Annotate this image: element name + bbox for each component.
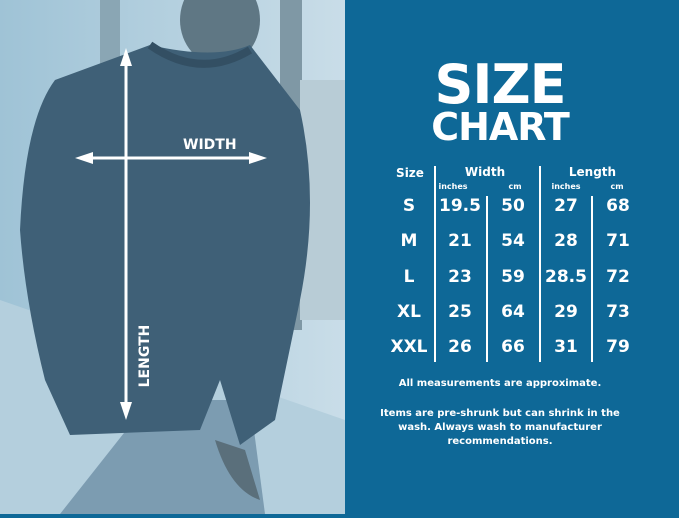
width-header: Width — [464, 165, 506, 179]
size-chart-panel: SIZE CHART Size Width Length inches cm i… — [345, 0, 679, 514]
measurement-cell: 54 — [501, 231, 525, 252]
width-label: WIDTH — [183, 137, 237, 153]
measurement-cell: 59 — [501, 266, 525, 287]
size-cell: L — [403, 266, 415, 287]
unit-label: inches — [438, 182, 468, 191]
measurement-cell: 68 — [606, 196, 630, 216]
size-cell: M — [400, 231, 418, 252]
size-cell: XXL — [390, 337, 428, 358]
note-shrink: Items are pre-shrunk but can shrink in t… — [380, 408, 620, 447]
measurement-cell: 72 — [606, 266, 630, 287]
sweatshirt-image — [0, 0, 345, 514]
measurement-cell: 64 — [501, 301, 525, 322]
unit-label: cm — [610, 182, 624, 191]
title-chart: CHART — [431, 105, 570, 149]
title-size: SIZE — [434, 53, 566, 116]
measurement-cell: 23 — [448, 266, 472, 287]
arrow-up-icon — [120, 48, 132, 66]
length-header: Length — [568, 165, 617, 179]
measurement-cell: 28 — [554, 231, 578, 252]
unit-label: cm — [508, 182, 522, 191]
divider — [434, 166, 436, 362]
measurement-cell: 19.5 — [439, 196, 481, 216]
divider — [486, 196, 488, 362]
divider — [539, 166, 541, 362]
measurement-cell: 50 — [501, 196, 525, 216]
size-cell: XL — [397, 301, 421, 322]
divider — [591, 196, 593, 362]
measurement-cell: 73 — [606, 301, 630, 322]
size-cell: S — [402, 196, 416, 216]
measurement-cell: 66 — [501, 337, 525, 358]
note-approximate: All measurements are approximate. — [398, 378, 602, 389]
length-label: LENGTH — [137, 324, 153, 388]
measurement-cell: 26 — [448, 337, 472, 358]
measurement-cell: 71 — [606, 231, 630, 252]
measurement-cell: 27 — [554, 196, 578, 216]
measurement-cell: 31 — [554, 337, 578, 358]
measurement-cell: 21 — [448, 231, 472, 252]
arrow-right-icon — [249, 152, 267, 164]
size-header: Size — [396, 166, 424, 180]
unit-label: inches — [551, 182, 581, 191]
measurement-arrows — [75, 48, 267, 420]
measurement-cell: 29 — [554, 301, 578, 322]
measurement-cell: 28.5 — [545, 266, 587, 287]
measurement-cell: 79 — [606, 337, 630, 358]
arrow-down-icon — [120, 402, 132, 420]
arrow-left-icon — [75, 152, 93, 164]
model-photo: WIDTH LENGTH — [0, 0, 345, 514]
measurement-cell: 25 — [448, 301, 472, 322]
